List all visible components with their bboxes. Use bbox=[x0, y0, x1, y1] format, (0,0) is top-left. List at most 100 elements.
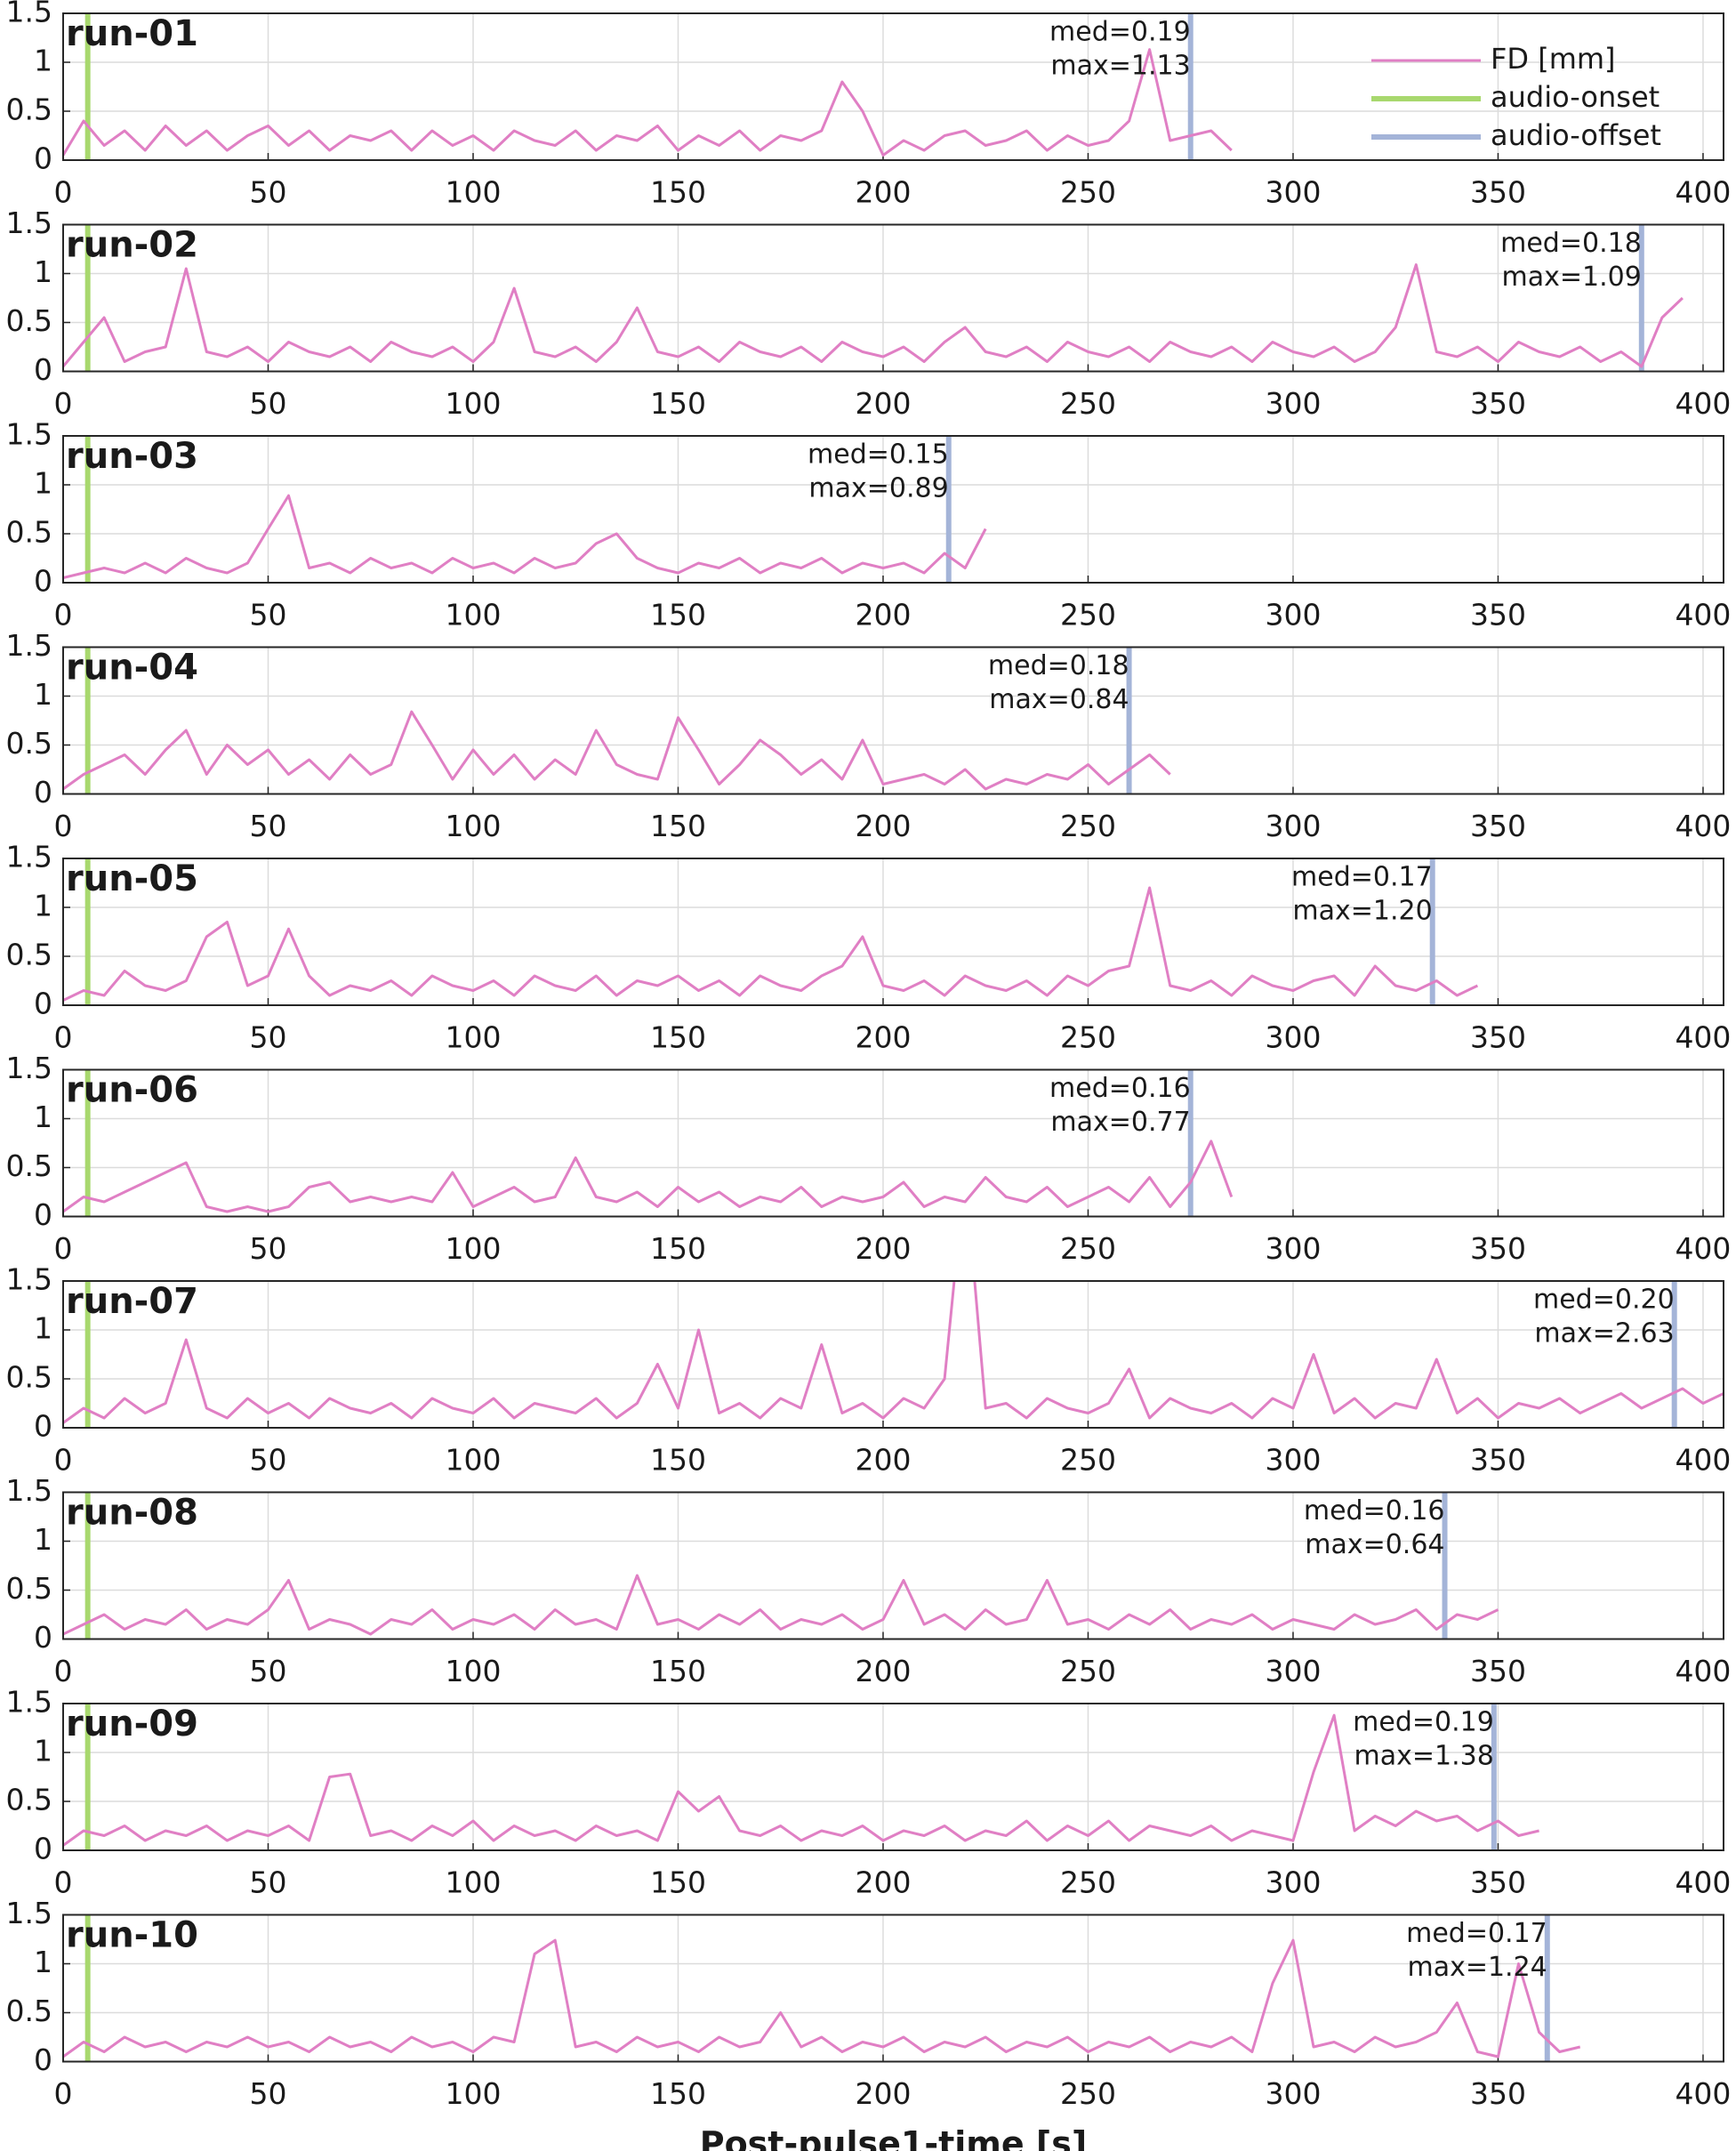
y-tick-label: 1 bbox=[34, 889, 52, 923]
x-tick-label: 350 bbox=[1470, 1865, 1526, 1900]
x-tick-label: 350 bbox=[1470, 175, 1526, 210]
x-tick-label: 300 bbox=[1265, 1231, 1321, 1266]
x-tick-label: 100 bbox=[445, 1020, 501, 1055]
x-tick-label: 200 bbox=[855, 386, 911, 421]
annotation: med=0.17 bbox=[1291, 862, 1433, 893]
fd-line bbox=[63, 1713, 1539, 1847]
x-tick-label: 50 bbox=[249, 1443, 286, 1478]
y-tick-label: 1.5 bbox=[6, 1896, 52, 1930]
x-tick-label: 150 bbox=[650, 809, 706, 843]
y-tick-label: 0 bbox=[34, 564, 52, 599]
x-tick-label: 200 bbox=[855, 1231, 911, 1266]
panel-title: run-05 bbox=[66, 858, 198, 899]
y-tick-label: 0.5 bbox=[6, 938, 52, 972]
x-tick-label: 350 bbox=[1470, 1654, 1526, 1688]
panel-title: run-08 bbox=[66, 1493, 198, 1534]
x-tick-label: 250 bbox=[1060, 1231, 1116, 1266]
y-tick-label: 1.5 bbox=[6, 205, 52, 240]
panel-title: run-03 bbox=[66, 436, 198, 477]
legend-label: FD [mm] bbox=[1491, 42, 1616, 76]
x-tick-label: 350 bbox=[1470, 598, 1526, 632]
x-tick-label: 350 bbox=[1470, 1231, 1526, 1266]
x-tick-label: 250 bbox=[1060, 1443, 1116, 1478]
x-tick-label: 150 bbox=[650, 2076, 706, 2111]
x-tick-label: 50 bbox=[249, 1231, 286, 1266]
x-tick-label: 350 bbox=[1470, 2076, 1526, 2111]
y-tick-label: 0 bbox=[34, 2042, 52, 2077]
panel-title: run-10 bbox=[66, 1915, 198, 1956]
x-tick-label: 200 bbox=[855, 1443, 911, 1478]
y-tick-label: 0 bbox=[34, 987, 52, 1021]
x-tick-label: 0 bbox=[54, 1654, 73, 1688]
y-tick-label: 1 bbox=[34, 1100, 52, 1134]
x-tick-label: 0 bbox=[54, 175, 73, 210]
x-tick-label: 300 bbox=[1265, 2076, 1321, 2111]
x-tick-label: 100 bbox=[445, 175, 501, 210]
x-tick-label: 150 bbox=[650, 598, 706, 632]
legend-label: audio-offset bbox=[1491, 118, 1661, 152]
panel-title: run-06 bbox=[66, 1070, 198, 1111]
x-tick-label: 0 bbox=[54, 1231, 73, 1266]
x-tick-label: 100 bbox=[445, 1865, 501, 1900]
fd-line bbox=[63, 1938, 1581, 2058]
annotation: med=0.18 bbox=[1500, 228, 1642, 259]
x-axis-label: Post-pulse1-time [s] bbox=[700, 2124, 1088, 2151]
x-tick-label: 400 bbox=[1675, 1865, 1731, 1900]
fd-line bbox=[63, 494, 987, 579]
y-tick-label: 1 bbox=[34, 254, 52, 289]
annotation: max=2.63 bbox=[1534, 1318, 1674, 1349]
y-tick-label: 1 bbox=[34, 1945, 52, 1979]
x-tick-label: 0 bbox=[54, 1865, 73, 1900]
x-tick-label: 50 bbox=[249, 386, 286, 421]
y-tick-label: 1 bbox=[34, 466, 52, 501]
x-tick-label: 400 bbox=[1675, 175, 1731, 210]
y-tick-label: 0.5 bbox=[6, 303, 52, 338]
x-tick-label: 50 bbox=[249, 2076, 286, 2111]
fd-line bbox=[63, 1140, 1234, 1213]
x-tick-label: 0 bbox=[54, 1443, 73, 1478]
x-tick-label: 150 bbox=[650, 1443, 706, 1478]
annotation: med=0.18 bbox=[988, 650, 1129, 681]
annotation: med=0.19 bbox=[1049, 17, 1191, 48]
x-tick-label: 400 bbox=[1675, 1443, 1731, 1478]
x-tick-label: 300 bbox=[1265, 1443, 1321, 1478]
panel-title: run-02 bbox=[66, 225, 198, 266]
annotation: med=0.16 bbox=[1049, 1073, 1191, 1104]
axes-frame bbox=[62, 1280, 1724, 1429]
x-tick-label: 250 bbox=[1060, 386, 1116, 421]
y-tick-label: 1.5 bbox=[6, 417, 52, 452]
x-tick-label: 150 bbox=[650, 386, 706, 421]
x-tick-label: 100 bbox=[445, 1654, 501, 1688]
annotation: max=1.13 bbox=[1050, 51, 1190, 82]
annotation: max=1.38 bbox=[1354, 1741, 1494, 1772]
x-tick-label: 100 bbox=[445, 2076, 501, 2111]
x-tick-label: 200 bbox=[855, 598, 911, 632]
y-tick-label: 1.5 bbox=[6, 0, 52, 29]
x-tick-label: 100 bbox=[445, 809, 501, 843]
y-tick-label: 0.5 bbox=[6, 1571, 52, 1606]
y-tick-label: 0.5 bbox=[6, 1360, 52, 1395]
y-tick-label: 0.5 bbox=[6, 515, 52, 550]
annotation: max=0.64 bbox=[1305, 1529, 1444, 1560]
panel-title: run-07 bbox=[66, 1281, 198, 1322]
y-tick-label: 0.5 bbox=[6, 1148, 52, 1183]
y-tick-label: 1.5 bbox=[6, 840, 52, 874]
x-tick-label: 0 bbox=[54, 386, 73, 421]
x-tick-label: 250 bbox=[1060, 1654, 1116, 1688]
x-tick-label: 400 bbox=[1675, 598, 1731, 632]
y-tick-label: 1 bbox=[34, 1522, 52, 1557]
x-tick-label: 200 bbox=[855, 175, 911, 210]
panel-title: run-01 bbox=[66, 13, 198, 54]
y-tick-label: 1.5 bbox=[6, 1051, 52, 1085]
fd-line bbox=[63, 710, 1171, 791]
x-tick-label: 150 bbox=[650, 1020, 706, 1055]
x-tick-label: 0 bbox=[54, 2076, 73, 2111]
x-tick-label: 100 bbox=[445, 598, 501, 632]
x-tick-label: 400 bbox=[1675, 2076, 1731, 2111]
x-tick-label: 350 bbox=[1470, 809, 1526, 843]
y-tick-label: 0 bbox=[34, 1197, 52, 1232]
x-tick-label: 250 bbox=[1060, 598, 1116, 632]
x-tick-label: 50 bbox=[249, 1020, 286, 1055]
